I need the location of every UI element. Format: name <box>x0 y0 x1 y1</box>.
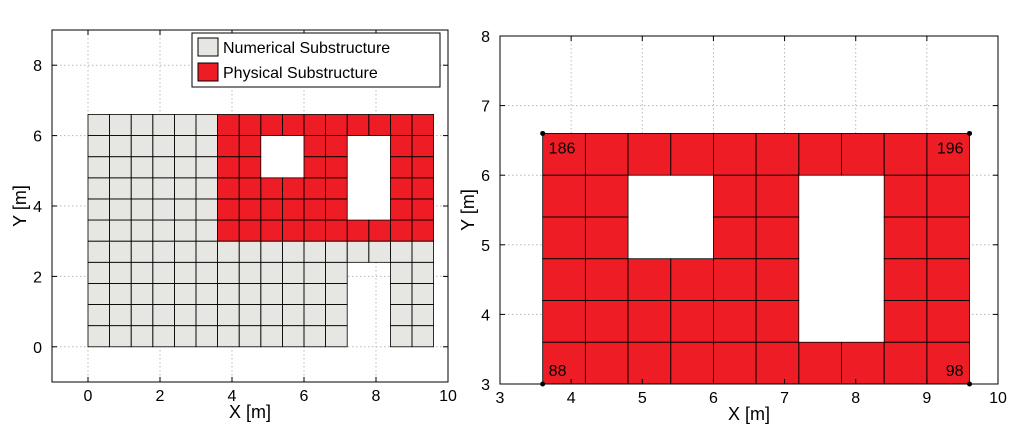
right-panel: 3 4 5 6 7 8 9 10 3 4 5 6 7 8 X [m] Y [m] 186 196 88 98 <box>458 29 1007 424</box>
y-tick-label: 5 <box>481 238 490 255</box>
mesh-element <box>411 114 435 137</box>
wall-opening <box>628 175 714 259</box>
node-number-label: 88 <box>549 363 567 380</box>
node-number-label: 196 <box>937 140 964 157</box>
x-tick-label: 7 <box>780 390 789 407</box>
wall-opening <box>347 135 391 221</box>
y-tick-label: 2 <box>33 269 42 286</box>
corner-node-marker <box>540 381 546 387</box>
x-tick-label: 2 <box>156 388 165 405</box>
y-tick-label: 0 <box>33 340 42 357</box>
x-axis-label: X [m] <box>728 404 770 424</box>
y-tick-label: 6 <box>481 168 490 185</box>
node-number-label: 186 <box>549 140 576 157</box>
x-tick-label: 6 <box>300 388 309 405</box>
legend-label-physical: Physical Substructure <box>223 65 378 82</box>
mesh-element <box>926 133 970 176</box>
node-number-label: 98 <box>946 363 964 380</box>
x-tick-label: 3 <box>496 390 505 407</box>
legend-swatch-physical <box>197 62 219 82</box>
corner-node-marker <box>967 381 973 387</box>
y-tick-label: 6 <box>33 129 42 146</box>
x-tick-label: 8 <box>372 388 381 405</box>
x-tick-label: 5 <box>638 390 647 407</box>
x-tick-label: 10 <box>439 388 457 405</box>
x-tick-label: 0 <box>84 388 93 405</box>
legend-swatch-numerical <box>197 37 219 57</box>
y-tick-label: 8 <box>33 58 42 75</box>
x-tick-label: 4 <box>228 388 237 405</box>
y-tick-label: 3 <box>481 377 490 394</box>
legend-box <box>191 32 441 88</box>
wall-opening <box>260 135 304 178</box>
corner-node-marker <box>967 130 973 136</box>
y-tick-label: 7 <box>481 99 490 116</box>
x-tick-label: 6 <box>709 390 718 407</box>
x-tick-label: 4 <box>567 390 576 407</box>
y-tick-label: 4 <box>33 199 42 216</box>
wall-opening <box>798 175 885 343</box>
y-axis-label: Y [m] <box>10 185 30 227</box>
x-tick-label: 10 <box>989 390 1007 407</box>
x-tick-label: 8 <box>851 390 860 407</box>
x-axis-label: X [m] <box>229 402 271 422</box>
legend-label-numerical: Numerical Substructure <box>223 40 390 57</box>
y-tick-label: 4 <box>481 307 490 324</box>
left-panel: 0 2 4 6 8 10 0 2 4 6 8 X [m] Y [m] Numerical Substruc… <box>10 29 457 422</box>
y-tick-label: 8 <box>481 29 490 46</box>
axes-frame <box>499 35 999 385</box>
x-tick-label: 9 <box>922 390 931 407</box>
legend: Numerical Substructure Physical Substruct… <box>191 32 441 88</box>
y-axis-label: Y [m] <box>458 189 478 231</box>
corner-node-marker <box>540 130 546 136</box>
